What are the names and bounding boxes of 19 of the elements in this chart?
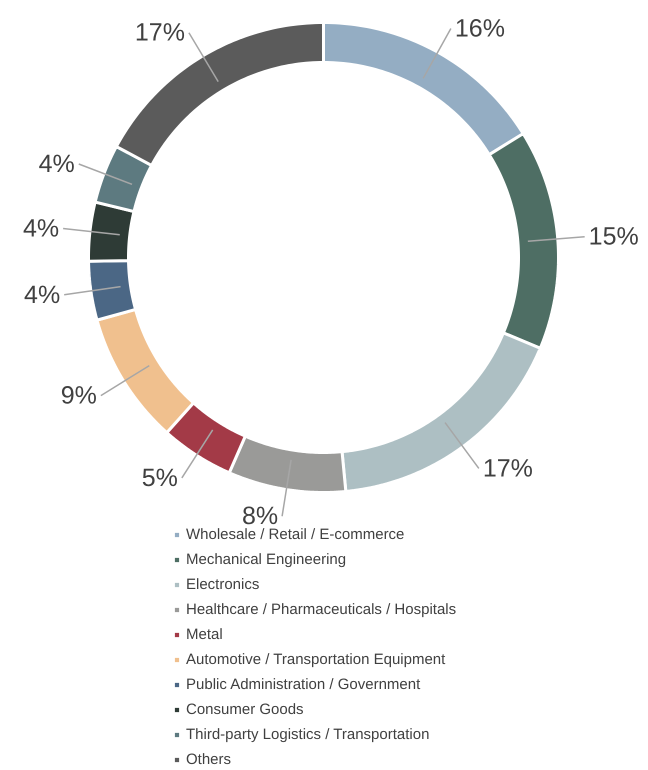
data-label: 17% xyxy=(134,18,185,47)
data-label: 15% xyxy=(588,222,639,251)
legend-label: Consumer Goods xyxy=(186,701,304,718)
legend-label: Mechanical Engineering xyxy=(186,551,346,568)
legend-label: Third-party Logistics / Transportation xyxy=(186,726,430,743)
data-label: 4% xyxy=(22,214,60,242)
data-label: 17% xyxy=(482,454,533,482)
legend-label: Others xyxy=(186,751,232,768)
data-label: 4% xyxy=(38,150,75,178)
legend-label: Automotive / Transportation Equipment xyxy=(186,651,446,668)
legend-label: Public Administration / Government xyxy=(186,676,420,693)
legend-label: Wholesale / Retail / E-commerce xyxy=(186,526,404,543)
legend-label: Healthcare / Pharmaceuticals / Hospitals xyxy=(186,601,456,618)
legend-label: Electronics xyxy=(186,576,260,593)
data-label: 4% xyxy=(24,280,60,309)
data-label: 9% xyxy=(60,382,97,410)
data-label: 5% xyxy=(142,464,178,492)
data-label: 16% xyxy=(454,14,505,43)
legend-label: Metal xyxy=(186,626,223,643)
